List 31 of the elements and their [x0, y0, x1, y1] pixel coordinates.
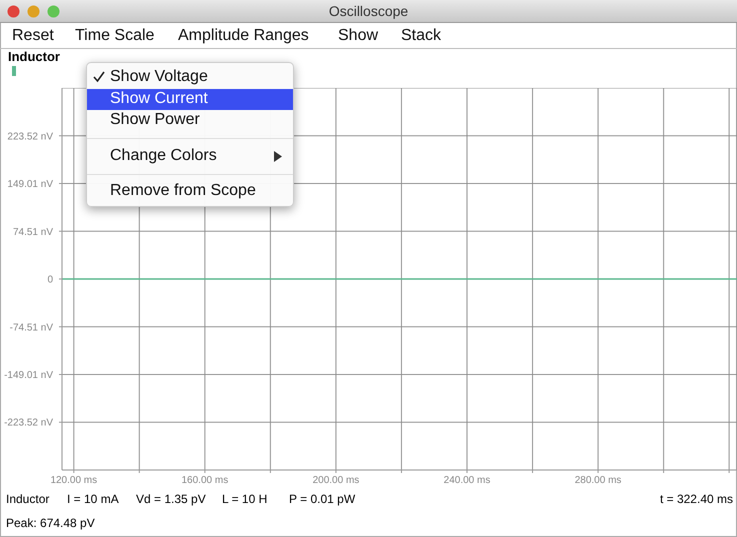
annotation: Remove from Scope — [110, 182, 256, 200]
y-tick-label: -223.52 nV — [4, 418, 54, 429]
x-tick-label: 280.00 ms — [574, 475, 622, 486]
chart-title: Oscilloscope — [0, 0, 737, 22]
y-tick-label: 74.51 nV — [12, 226, 54, 238]
annotation: Show Current — [110, 90, 208, 108]
text: Inductor — [6, 492, 50, 506]
text: I = 10 mA — [67, 492, 119, 506]
x-tick-label: 240.00 ms — [444, 475, 490, 486]
y-tick-label: -149.01 nV — [4, 370, 54, 381]
x-tick-label: 200.00 ms — [312, 475, 360, 486]
y-tick-label: 223.52 nV — [7, 131, 54, 142]
text: t = 322.40 ms — [660, 492, 733, 506]
x-tick-label: 160.00 ms — [182, 475, 228, 486]
text: Time Scale — [75, 27, 154, 45]
text: Reset — [12, 27, 54, 45]
text: Peak: 674.48 pV — [6, 516, 95, 530]
text: Vd = 1.35 pV — [136, 492, 206, 506]
text: Show Voltage — [110, 68, 208, 85]
text: Amplitude Ranges — [178, 27, 309, 45]
x-tick-label: 120.00 ms — [50, 475, 98, 486]
text: L = 10 H — [222, 492, 268, 506]
annotation: Change Colors — [110, 147, 217, 165]
text: Show — [338, 27, 378, 45]
y-tick-label: -74.51 nV — [10, 322, 54, 334]
annotation: Show Power — [110, 111, 200, 129]
y-tick-label: 0 — [47, 274, 54, 286]
text: Stack — [401, 27, 442, 45]
text: P = 0.01 pW — [289, 492, 356, 506]
y-tick-label: 149.01 nV — [7, 179, 54, 190]
text: Inductor — [8, 49, 60, 64]
